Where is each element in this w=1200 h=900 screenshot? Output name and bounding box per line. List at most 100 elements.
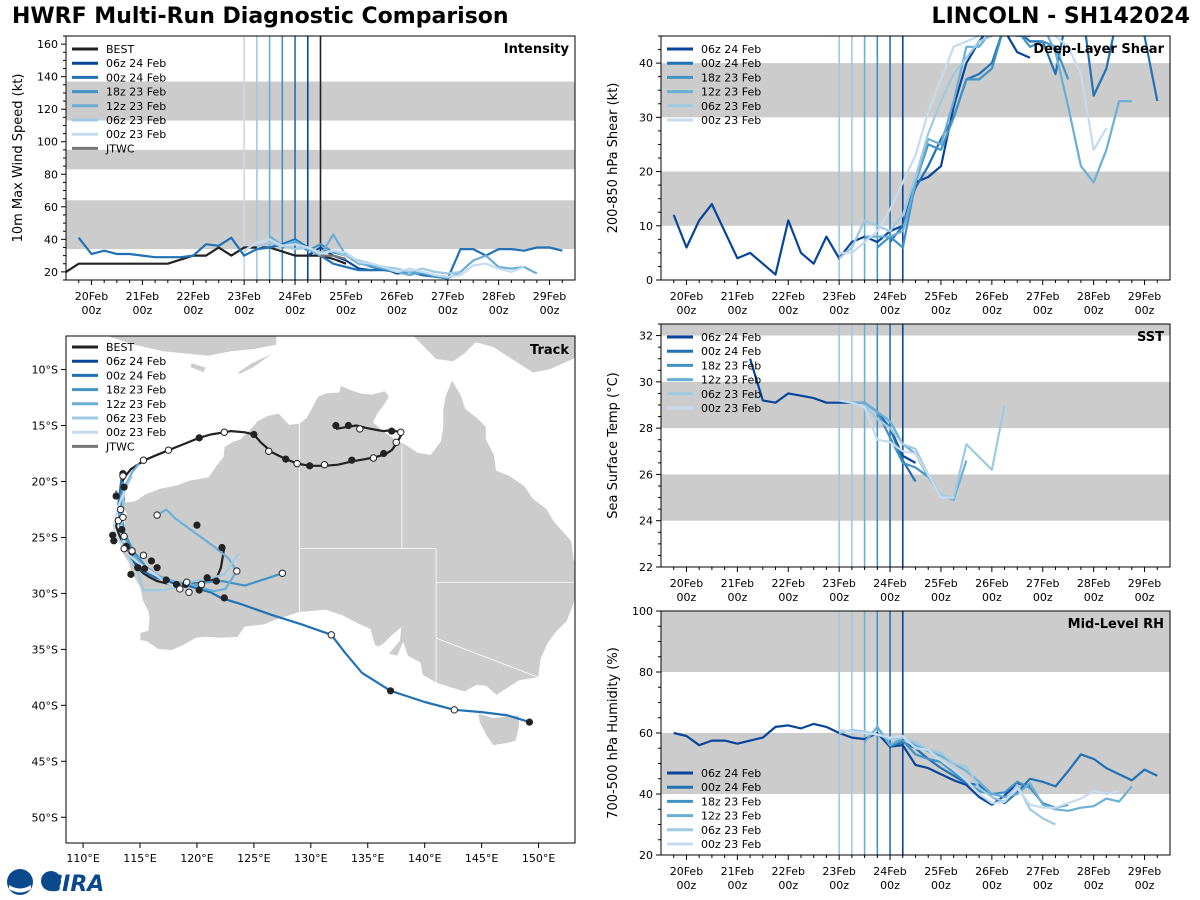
y-tick-label: 22 bbox=[639, 561, 653, 574]
track-point-open bbox=[120, 532, 128, 541]
tasmania-land bbox=[477, 712, 520, 747]
x-tick-label: 27Feb bbox=[1026, 865, 1059, 878]
x-tick-label: 140°E bbox=[408, 852, 441, 865]
y-tick-label: 28 bbox=[639, 422, 653, 435]
track-point-open bbox=[392, 438, 400, 447]
x-tick-label: 00z bbox=[829, 879, 849, 892]
x-tick-label: 00z bbox=[1084, 879, 1104, 892]
x-tick-label: 24Feb bbox=[873, 290, 906, 303]
x-tick-label: 00z bbox=[336, 304, 356, 317]
x-tick-label: 00z bbox=[1033, 591, 1053, 604]
track-point-filled bbox=[212, 577, 220, 585]
x-tick-label: 00z bbox=[677, 879, 697, 892]
state-border bbox=[435, 637, 539, 678]
x-tick-label: 00z bbox=[931, 591, 951, 604]
sst-ylabel: Sea Surface Temp (°C) bbox=[606, 372, 621, 519]
x-tick-label: 00z bbox=[727, 591, 747, 604]
track-point-open bbox=[153, 511, 161, 519]
track-point-open bbox=[183, 578, 191, 586]
y-tick-label: 45°S bbox=[32, 755, 58, 768]
x-tick-label: 22Feb bbox=[772, 865, 805, 878]
legend-label: 06z 24 Feb bbox=[106, 57, 166, 70]
track-point-filled bbox=[218, 543, 226, 552]
track-point-open bbox=[120, 544, 128, 553]
track-point-filled bbox=[140, 565, 149, 573]
shear-plot-area bbox=[661, 36, 1170, 280]
x-tick-label: 00z bbox=[82, 304, 102, 317]
y-tick-label: 50°S bbox=[32, 811, 58, 824]
x-tick-label: 25Feb bbox=[924, 865, 957, 878]
x-tick-label: 00z bbox=[880, 879, 900, 892]
track-point-filled bbox=[195, 586, 203, 594]
x-tick-label: 110°E bbox=[66, 852, 99, 865]
y-tick-label: 15°S bbox=[32, 420, 58, 433]
x-tick-label: 28Feb bbox=[482, 290, 515, 303]
indonesia-land bbox=[105, 336, 278, 357]
series-line bbox=[256, 241, 461, 275]
series-line bbox=[876, 36, 1070, 249]
track-point-filled bbox=[162, 576, 170, 584]
x-tick-label: 00z bbox=[540, 304, 560, 317]
x-tick-label: 00z bbox=[880, 304, 900, 317]
intensity-plot-area bbox=[66, 36, 575, 280]
x-tick-label: 00z bbox=[931, 879, 951, 892]
legend-label: 06z 24 Feb bbox=[701, 43, 761, 56]
legend-label: 06z 23 Feb bbox=[701, 824, 761, 837]
y-tick-label: 80 bbox=[44, 168, 58, 181]
threshold-band bbox=[661, 381, 1170, 429]
x-tick-label: 22Feb bbox=[177, 290, 210, 303]
track-point-open bbox=[185, 588, 193, 596]
x-tick-label: 00z bbox=[234, 304, 254, 317]
y-tick-label: 40 bbox=[639, 57, 653, 70]
y-tick-label: 30 bbox=[639, 111, 653, 124]
legend-label: 00z 23 Feb bbox=[106, 426, 166, 439]
x-tick-label: 23Feb bbox=[822, 865, 855, 878]
legend-label: 18z 23 Feb bbox=[701, 359, 761, 372]
track-point-open bbox=[197, 580, 206, 589]
track-point-open bbox=[116, 505, 125, 514]
y-tick-label: 20 bbox=[639, 849, 653, 862]
y-tick-label: 40°S bbox=[32, 699, 58, 712]
track-point-filled bbox=[112, 492, 120, 500]
x-tick-label: 26Feb bbox=[975, 577, 1008, 590]
x-tick-label: 28Feb bbox=[1077, 865, 1110, 878]
track-title: Track bbox=[530, 343, 569, 358]
track-point-open bbox=[320, 461, 329, 469]
x-tick-label: 24Feb bbox=[278, 290, 311, 303]
track-point-filled bbox=[134, 564, 142, 572]
track-line bbox=[114, 424, 402, 586]
y-tick-label: 10 bbox=[639, 220, 653, 233]
track-point-filled bbox=[203, 574, 211, 582]
timor-land bbox=[235, 351, 276, 375]
track-point-open bbox=[397, 428, 405, 436]
legend-label: 18z 23 Feb bbox=[106, 86, 166, 99]
threshold-band bbox=[661, 611, 1170, 672]
x-tick-label: 26Feb bbox=[975, 290, 1008, 303]
track-point-open bbox=[293, 459, 301, 468]
track-point-filled bbox=[147, 557, 156, 565]
x-tick-label: 28Feb bbox=[1077, 577, 1110, 590]
track-point-filled bbox=[344, 421, 352, 430]
x-tick-label: 115°E bbox=[123, 852, 156, 865]
y-tick-label: 160 bbox=[37, 38, 58, 51]
sumba-land bbox=[189, 362, 207, 374]
legend-label: 12z 23 Feb bbox=[701, 86, 761, 99]
x-tick-label: 00z bbox=[829, 591, 849, 604]
x-tick-label: 20Feb bbox=[670, 577, 703, 590]
legend-label: 18z 23 Feb bbox=[701, 795, 761, 808]
track-plot-area bbox=[105, 336, 575, 747]
x-tick-label: 00z bbox=[727, 304, 747, 317]
x-tick-label: 00z bbox=[778, 879, 798, 892]
track-frame bbox=[65, 335, 576, 844]
x-tick-label: 27Feb bbox=[1026, 577, 1059, 590]
x-tick-label: 23Feb bbox=[822, 577, 855, 590]
x-tick-label: 00z bbox=[132, 304, 152, 317]
x-tick-label: 00z bbox=[931, 304, 951, 317]
track-point-open bbox=[264, 447, 273, 455]
intensity-title: Intensity bbox=[504, 42, 570, 57]
legend-label: 00z 24 Feb bbox=[701, 345, 761, 358]
legend-label: 06z 23 Feb bbox=[701, 100, 761, 113]
noaa-wave-icon bbox=[9, 885, 31, 893]
series-line bbox=[673, 722, 1031, 806]
y-tick-label: 100 bbox=[37, 136, 58, 149]
